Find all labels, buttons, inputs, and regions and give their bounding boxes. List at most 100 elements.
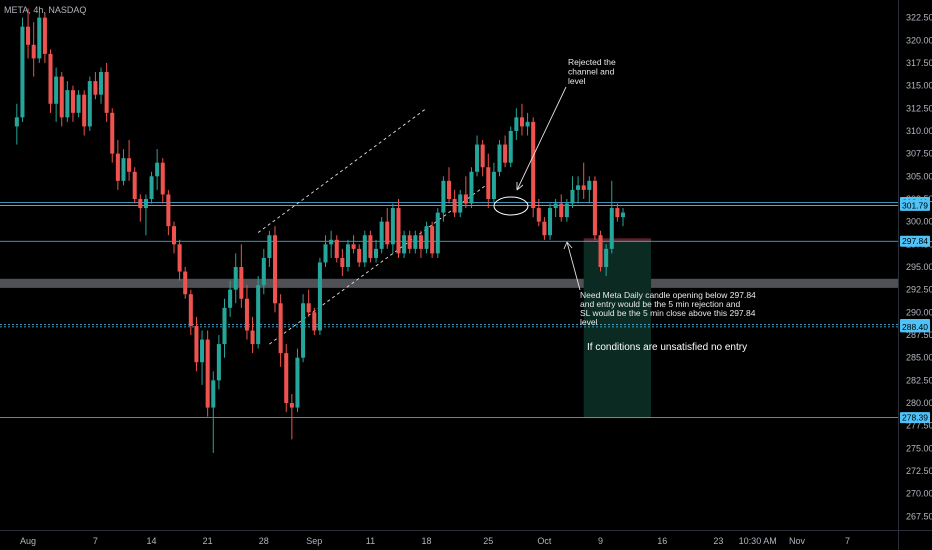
candle-body[interactable] [216, 344, 221, 381]
candle-body[interactable] [138, 198, 143, 209]
candle-body[interactable] [536, 208, 541, 222]
candle-body[interactable] [514, 117, 519, 131]
candle-body[interactable] [458, 194, 463, 213]
candle-body[interactable] [430, 226, 435, 254]
candle-body[interactable] [317, 262, 322, 331]
candle-body[interactable] [115, 153, 120, 181]
candle-body[interactable] [570, 189, 575, 204]
candle-body[interactable] [475, 144, 480, 172]
candle-body[interactable] [407, 235, 412, 249]
candle-body[interactable] [70, 90, 75, 113]
candle-body[interactable] [503, 144, 508, 163]
candle-body[interactable] [250, 330, 255, 345]
candle-body[interactable] [42, 17, 47, 54]
rejection-ellipse[interactable] [493, 196, 529, 216]
candle-body[interactable] [289, 403, 294, 408]
channel-line[interactable] [257, 107, 427, 233]
candle-body[interactable] [65, 90, 70, 118]
candle-body[interactable] [87, 81, 92, 127]
candle-body[interactable] [177, 244, 182, 272]
position-profit-zone[interactable] [583, 241, 652, 418]
candle-body[interactable] [323, 244, 328, 263]
candle-body[interactable] [301, 303, 306, 358]
candle-body[interactable] [553, 203, 558, 209]
candle-body[interactable] [413, 235, 418, 249]
candle-body[interactable] [143, 198, 148, 209]
candle-body[interactable] [99, 72, 104, 95]
candle-body[interactable] [531, 121, 536, 209]
candle-body[interactable] [244, 298, 249, 331]
candle-body[interactable] [306, 303, 311, 313]
candle-body[interactable] [390, 208, 395, 245]
candle-body[interactable] [48, 53, 53, 104]
candle-body[interactable] [82, 94, 87, 127]
candle-body[interactable] [211, 380, 216, 408]
candle-body[interactable] [312, 312, 317, 331]
candle-body[interactable] [452, 198, 457, 213]
candle-body[interactable] [14, 117, 19, 127]
candle-body[interactable] [26, 26, 31, 45]
candle-body[interactable] [469, 171, 474, 204]
candle-body[interactable] [256, 285, 261, 345]
candle-body[interactable] [278, 303, 283, 354]
candle-body[interactable] [334, 239, 339, 258]
candle-body[interactable] [166, 194, 171, 227]
candle-body[interactable] [592, 180, 597, 236]
candle-body[interactable] [239, 267, 244, 299]
candle-body[interactable] [441, 180, 446, 213]
position-loss-zone[interactable] [583, 238, 652, 242]
candle-body[interactable] [374, 248, 379, 258]
candle-body[interactable] [205, 339, 210, 408]
candle-body[interactable] [446, 180, 452, 199]
candle-body[interactable] [620, 212, 626, 218]
candle-body[interactable] [525, 121, 530, 127]
candle-body[interactable] [155, 162, 160, 177]
candle-body[interactable] [76, 94, 81, 113]
candle-body[interactable] [127, 158, 132, 172]
candle-body[interactable] [480, 144, 485, 168]
candle-body[interactable] [284, 353, 289, 404]
candle-body[interactable] [171, 226, 177, 245]
candle-body[interactable] [362, 235, 367, 263]
candle-body[interactable] [435, 212, 440, 254]
candle-body[interactable] [149, 176, 154, 199]
candle-body[interactable] [272, 235, 278, 304]
candle-body[interactable] [31, 44, 36, 59]
candle-body[interactable] [564, 203, 569, 218]
candle-body[interactable] [93, 81, 98, 95]
candle-body[interactable] [491, 171, 496, 199]
candle-body[interactable] [261, 257, 266, 286]
candle-body[interactable] [188, 294, 193, 326]
candle-body[interactable] [200, 339, 205, 363]
candle-body[interactable] [104, 72, 109, 113]
candle-body[interactable] [121, 158, 126, 181]
candle-body[interactable] [609, 208, 614, 249]
candle-body[interactable] [233, 267, 238, 290]
candle-body[interactable] [396, 208, 401, 254]
candle-body[interactable] [368, 235, 373, 258]
candle-body[interactable] [267, 235, 272, 258]
candle-body[interactable] [576, 185, 581, 190]
candle-body[interactable] [222, 307, 227, 345]
candle-body[interactable] [351, 244, 356, 249]
candle-body[interactable] [559, 203, 564, 218]
candle-body[interactable] [418, 235, 423, 249]
candle-body[interactable] [183, 271, 188, 295]
candle-body[interactable] [295, 357, 300, 408]
candle-body[interactable] [194, 325, 199, 363]
candle-body[interactable] [604, 248, 609, 267]
candle-body[interactable] [463, 194, 468, 204]
candle-body[interactable] [519, 117, 524, 127]
candle-body[interactable] [598, 235, 603, 267]
candle-body[interactable] [345, 244, 350, 267]
candle-body[interactable] [59, 76, 64, 118]
candle-body[interactable] [424, 226, 429, 249]
candle-body[interactable] [548, 208, 553, 236]
candle-body[interactable] [37, 17, 42, 59]
candle-body[interactable] [402, 235, 407, 254]
candle-body[interactable] [542, 221, 547, 236]
candle-body[interactable] [581, 185, 586, 190]
candle-body[interactable] [357, 248, 362, 263]
